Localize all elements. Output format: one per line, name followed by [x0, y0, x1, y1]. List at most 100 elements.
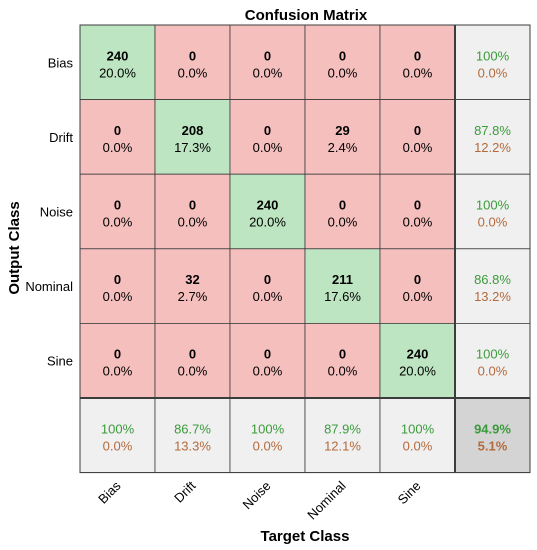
x-tick-label: Bias	[95, 478, 124, 507]
cell-percent: 0.0%	[253, 364, 283, 379]
cell-count: 0	[114, 347, 121, 362]
matrix-cell	[229, 322, 306, 399]
cell-percent: 0.0%	[103, 215, 133, 230]
cell-count: 0	[114, 123, 121, 138]
cell-percent: 0.0%	[403, 289, 433, 304]
cell-percent: 0.0%	[403, 140, 433, 155]
cell-count: 0	[414, 123, 421, 138]
x-tick-label: Nominal	[304, 478, 348, 522]
row-summary-error: 0.0%	[478, 215, 508, 230]
matrix-cell	[304, 173, 381, 250]
col-summary-correct: 100%	[101, 421, 135, 436]
cell-percent: 0.0%	[253, 140, 283, 155]
cell-count: 0	[339, 198, 346, 213]
cell-count: 211	[332, 272, 353, 287]
cell-count: 0	[264, 272, 271, 287]
cell-count: 240	[407, 347, 429, 362]
cell-count: 32	[185, 272, 199, 287]
overall-accuracy-cell	[454, 397, 531, 473]
col-summary-error: 13.3%	[174, 438, 211, 453]
cell-count: 0	[264, 48, 271, 63]
matrix-cell	[304, 24, 381, 100]
overall-correct: 94.9%	[474, 421, 511, 436]
row-summary-error: 12.2%	[474, 140, 511, 155]
matrix-cell	[154, 173, 231, 250]
chart-title: Confusion Matrix	[245, 7, 368, 24]
row-summary-error: 0.0%	[478, 364, 508, 379]
cell-percent: 20.0%	[249, 215, 286, 230]
col-summary-correct: 87.9%	[324, 421, 361, 436]
y-tick-label: Drift	[49, 130, 73, 145]
matrix-cell	[154, 24, 231, 100]
cell-count: 0	[189, 198, 196, 213]
cell-count: 29	[335, 123, 349, 138]
cell-percent: 0.0%	[253, 65, 283, 80]
cell-percent: 0.0%	[178, 215, 208, 230]
cell-percent: 0.0%	[328, 215, 358, 230]
row-summary-error: 13.2%	[474, 289, 511, 304]
x-tick-label: Sine	[395, 478, 424, 507]
y-tick-label: Bias	[48, 55, 74, 70]
cell-percent: 20.0%	[99, 65, 136, 80]
y-tick-label: Noise	[40, 205, 73, 220]
cell-percent: 0.0%	[178, 65, 208, 80]
y-tick-label: Sine	[47, 354, 73, 369]
matrix-cell	[79, 24, 156, 100]
cell-count: 0	[339, 347, 346, 362]
x-tick-label: Noise	[240, 478, 274, 512]
cell-count: 0	[114, 198, 121, 213]
cell-percent: 0.0%	[328, 364, 358, 379]
cell-percent: 0.0%	[403, 215, 433, 230]
cell-percent: 0.0%	[253, 289, 283, 304]
matrix-cell	[379, 99, 456, 175]
matrix-cell	[379, 248, 456, 324]
col-summary-error: 0.0%	[103, 438, 133, 453]
cell-percent: 0.0%	[103, 140, 133, 155]
cell-count: 208	[182, 123, 204, 138]
cell-count: 0	[264, 347, 271, 362]
col-summary-correct: 100%	[401, 421, 435, 436]
cell-percent: 0.0%	[328, 65, 358, 80]
row-summary-correct: 86.8%	[474, 272, 511, 287]
matrix-cell	[79, 322, 156, 399]
cell-percent: 0.0%	[103, 364, 133, 379]
row-summary-correct: 100%	[476, 347, 510, 362]
matrix-cell	[379, 173, 456, 250]
x-tick-label: Drift	[171, 478, 199, 506]
cell-count: 0	[114, 272, 121, 287]
cell-count: 0	[414, 48, 421, 63]
overall-error: 5.1%	[478, 438, 508, 453]
cell-count: 0	[264, 123, 271, 138]
row-summary-cell	[454, 248, 531, 324]
col-summary-error: 0.0%	[403, 438, 433, 453]
matrix-cell	[79, 99, 156, 175]
row-summary-correct: 87.8%	[474, 123, 511, 138]
col-summary-correct: 100%	[251, 421, 285, 436]
matrix-cell	[229, 248, 306, 324]
matrix-cell	[154, 248, 231, 324]
row-summary-error: 0.0%	[478, 65, 508, 80]
col-summary-error: 0.0%	[253, 438, 283, 453]
matrix-cell	[154, 322, 231, 399]
cell-count: 240	[107, 48, 129, 63]
matrix-cell	[304, 248, 381, 324]
matrix-cell	[229, 173, 306, 250]
cell-count: 0	[189, 48, 196, 63]
cell-percent: 0.0%	[178, 364, 208, 379]
cell-percent: 20.0%	[399, 364, 436, 379]
cell-count: 0	[189, 347, 196, 362]
cell-count: 240	[257, 198, 279, 213]
cell-count: 0	[339, 48, 346, 63]
matrix-cell	[229, 99, 306, 175]
row-summary-correct: 100%	[476, 198, 510, 213]
row-summary-cell	[454, 99, 531, 175]
matrix-cells	[79, 24, 531, 474]
y-tick-label: Nominal	[25, 279, 73, 294]
cell-count: 0	[414, 198, 421, 213]
matrix-cell	[379, 24, 456, 100]
cell-percent: 17.3%	[174, 140, 211, 155]
col-summary-cell	[379, 397, 456, 473]
row-summary-cell	[454, 173, 531, 250]
cell-percent: 0.0%	[103, 289, 133, 304]
